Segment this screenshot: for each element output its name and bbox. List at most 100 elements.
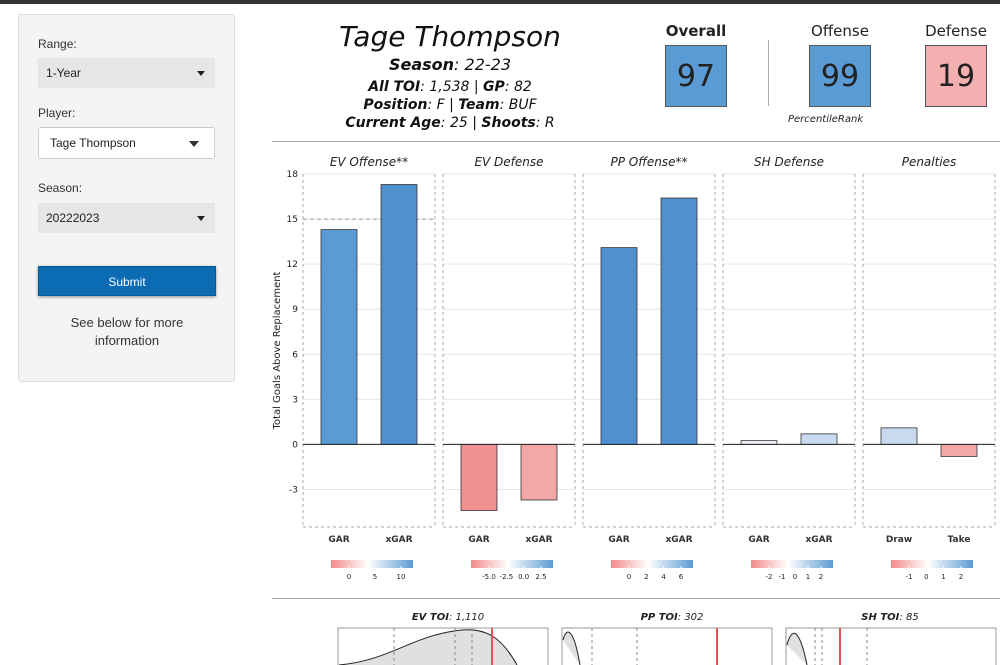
toi-value: : 85	[899, 612, 918, 623]
category-label: GAR	[608, 535, 629, 545]
legend-tick-label: -2.5	[499, 573, 513, 581]
top-bar	[0, 0, 1000, 4]
defense-score: 19	[925, 45, 987, 107]
season-select[interactable]: 20222023	[38, 203, 215, 233]
offense-label: Offense	[811, 22, 869, 40]
toi-title: EV TOI: 1,110	[412, 612, 484, 623]
y-tick-label: 18	[287, 170, 299, 180]
gp-key: GP	[483, 79, 505, 95]
y-tick-label: 3	[292, 395, 298, 405]
season-value: 20222023	[46, 211, 100, 225]
overall-label: Overall	[665, 22, 727, 40]
toi-value: : 1,538 |	[420, 79, 484, 95]
legend-tick-label: -5.0	[482, 573, 496, 581]
panel-title: SH Defense	[754, 155, 824, 169]
bar-xgar	[800, 433, 838, 445]
panel-title: Penalties	[902, 155, 957, 169]
range-value: 1-Year	[46, 66, 81, 80]
chevron-down-icon	[197, 71, 205, 76]
player-name: Tage Thompson	[339, 20, 561, 53]
category-label: GAR	[328, 535, 349, 545]
bar-gar	[460, 443, 498, 511]
bar-gar	[320, 229, 358, 445]
bar-xgar	[660, 197, 698, 445]
toi-key: SH TOI	[861, 612, 899, 623]
category-label: Take	[948, 535, 971, 545]
legend-tick-label: 2.5	[535, 573, 546, 581]
range-select[interactable]: 1-Year	[38, 58, 215, 88]
toi-density-curve	[338, 629, 518, 665]
bar-gar	[600, 247, 638, 445]
bar-xgar	[380, 184, 418, 445]
legend-tick-label: 2	[959, 573, 963, 581]
toi-panel-frame	[785, 627, 997, 665]
legend-tick-label: 0	[347, 573, 351, 581]
shoots-key: Shoots	[481, 115, 536, 131]
y-tick-label: -3	[289, 485, 298, 495]
category-label: Draw	[886, 535, 912, 545]
info-text: See below for more information	[70, 315, 184, 348]
legend-tick-label: 4	[661, 573, 666, 581]
legend-tick-label: 6	[679, 573, 684, 581]
defense-label: Defense	[925, 22, 987, 40]
legend-gradient	[751, 560, 833, 568]
age-value: : 25 |	[440, 115, 482, 131]
toi-density-curve	[562, 631, 581, 665]
legend-tick-label: 0	[627, 573, 631, 581]
player-select[interactable]: Tage Thompson	[38, 127, 215, 159]
player-label: Player:	[38, 106, 76, 120]
legend-tick-label: 2	[644, 573, 648, 581]
panel-title: EV Defense	[474, 155, 543, 169]
season-key: Season	[388, 55, 455, 74]
category-label: GAR	[468, 535, 489, 545]
player-value: Tage Thompson	[50, 136, 136, 150]
percentile-label: PercentileRank	[788, 114, 864, 125]
season-label: Season:	[38, 181, 83, 195]
age-line: Current Age: 25 | Shoots: R	[330, 115, 570, 131]
y-tick-label: 12	[287, 260, 298, 270]
gp-value: : 82	[504, 79, 532, 95]
legend-tick-label: 1	[806, 573, 810, 581]
gar-chart: Total Goals Above Replacement-3036912151…	[272, 155, 996, 581]
legend-tick-label: 0	[924, 573, 928, 581]
toi-key: PP TOI	[641, 612, 678, 623]
chevron-down-icon	[189, 141, 199, 147]
bar-take	[940, 443, 978, 457]
toi-density-curve	[786, 633, 808, 665]
toi-value: : 1,110	[449, 612, 484, 623]
age-key: Current Age	[345, 115, 441, 131]
y-tick-label: 6	[292, 350, 298, 360]
submit-button[interactable]: Submit	[38, 266, 216, 296]
toi-panel-frame	[561, 627, 773, 665]
legend-tick-label: 10	[397, 573, 406, 581]
legend-gradient	[471, 560, 553, 568]
y-tick-label: 9	[292, 305, 298, 315]
category-label: xGAR	[665, 535, 692, 545]
legend-tick-label: 5	[373, 573, 377, 581]
legend-gradient	[891, 560, 973, 568]
overall-score: 97	[665, 45, 727, 107]
panel-title: EV Offense**	[330, 155, 408, 169]
toi-key: EV TOI	[412, 612, 449, 623]
toi-title: SH TOI: 85	[861, 612, 918, 623]
toi-line: All TOI: 1,538 | GP: 82	[330, 79, 570, 95]
legend-gradient	[611, 560, 693, 568]
legend-gradient	[331, 560, 413, 568]
y-tick-label: 15	[287, 215, 298, 225]
offense-score: 99	[809, 45, 871, 107]
panel-title: PP Offense**	[610, 155, 687, 169]
legend-tick-label: -1	[779, 573, 786, 581]
toi-key: All TOI	[368, 79, 421, 95]
team-key: Team	[458, 97, 500, 113]
bar-draw	[880, 427, 918, 445]
legend-tick-label: 0.0	[518, 573, 529, 581]
position-key: Position	[363, 97, 428, 113]
legend-tick-label: -2	[766, 573, 773, 581]
team-value: : BUF	[499, 97, 537, 113]
section-divider	[272, 598, 1000, 599]
legend-tick-label: 0	[793, 573, 797, 581]
category-label: xGAR	[385, 535, 412, 545]
legend-tick-label: 2	[819, 573, 823, 581]
chevron-down-icon	[197, 216, 205, 221]
score-divider	[768, 40, 769, 106]
